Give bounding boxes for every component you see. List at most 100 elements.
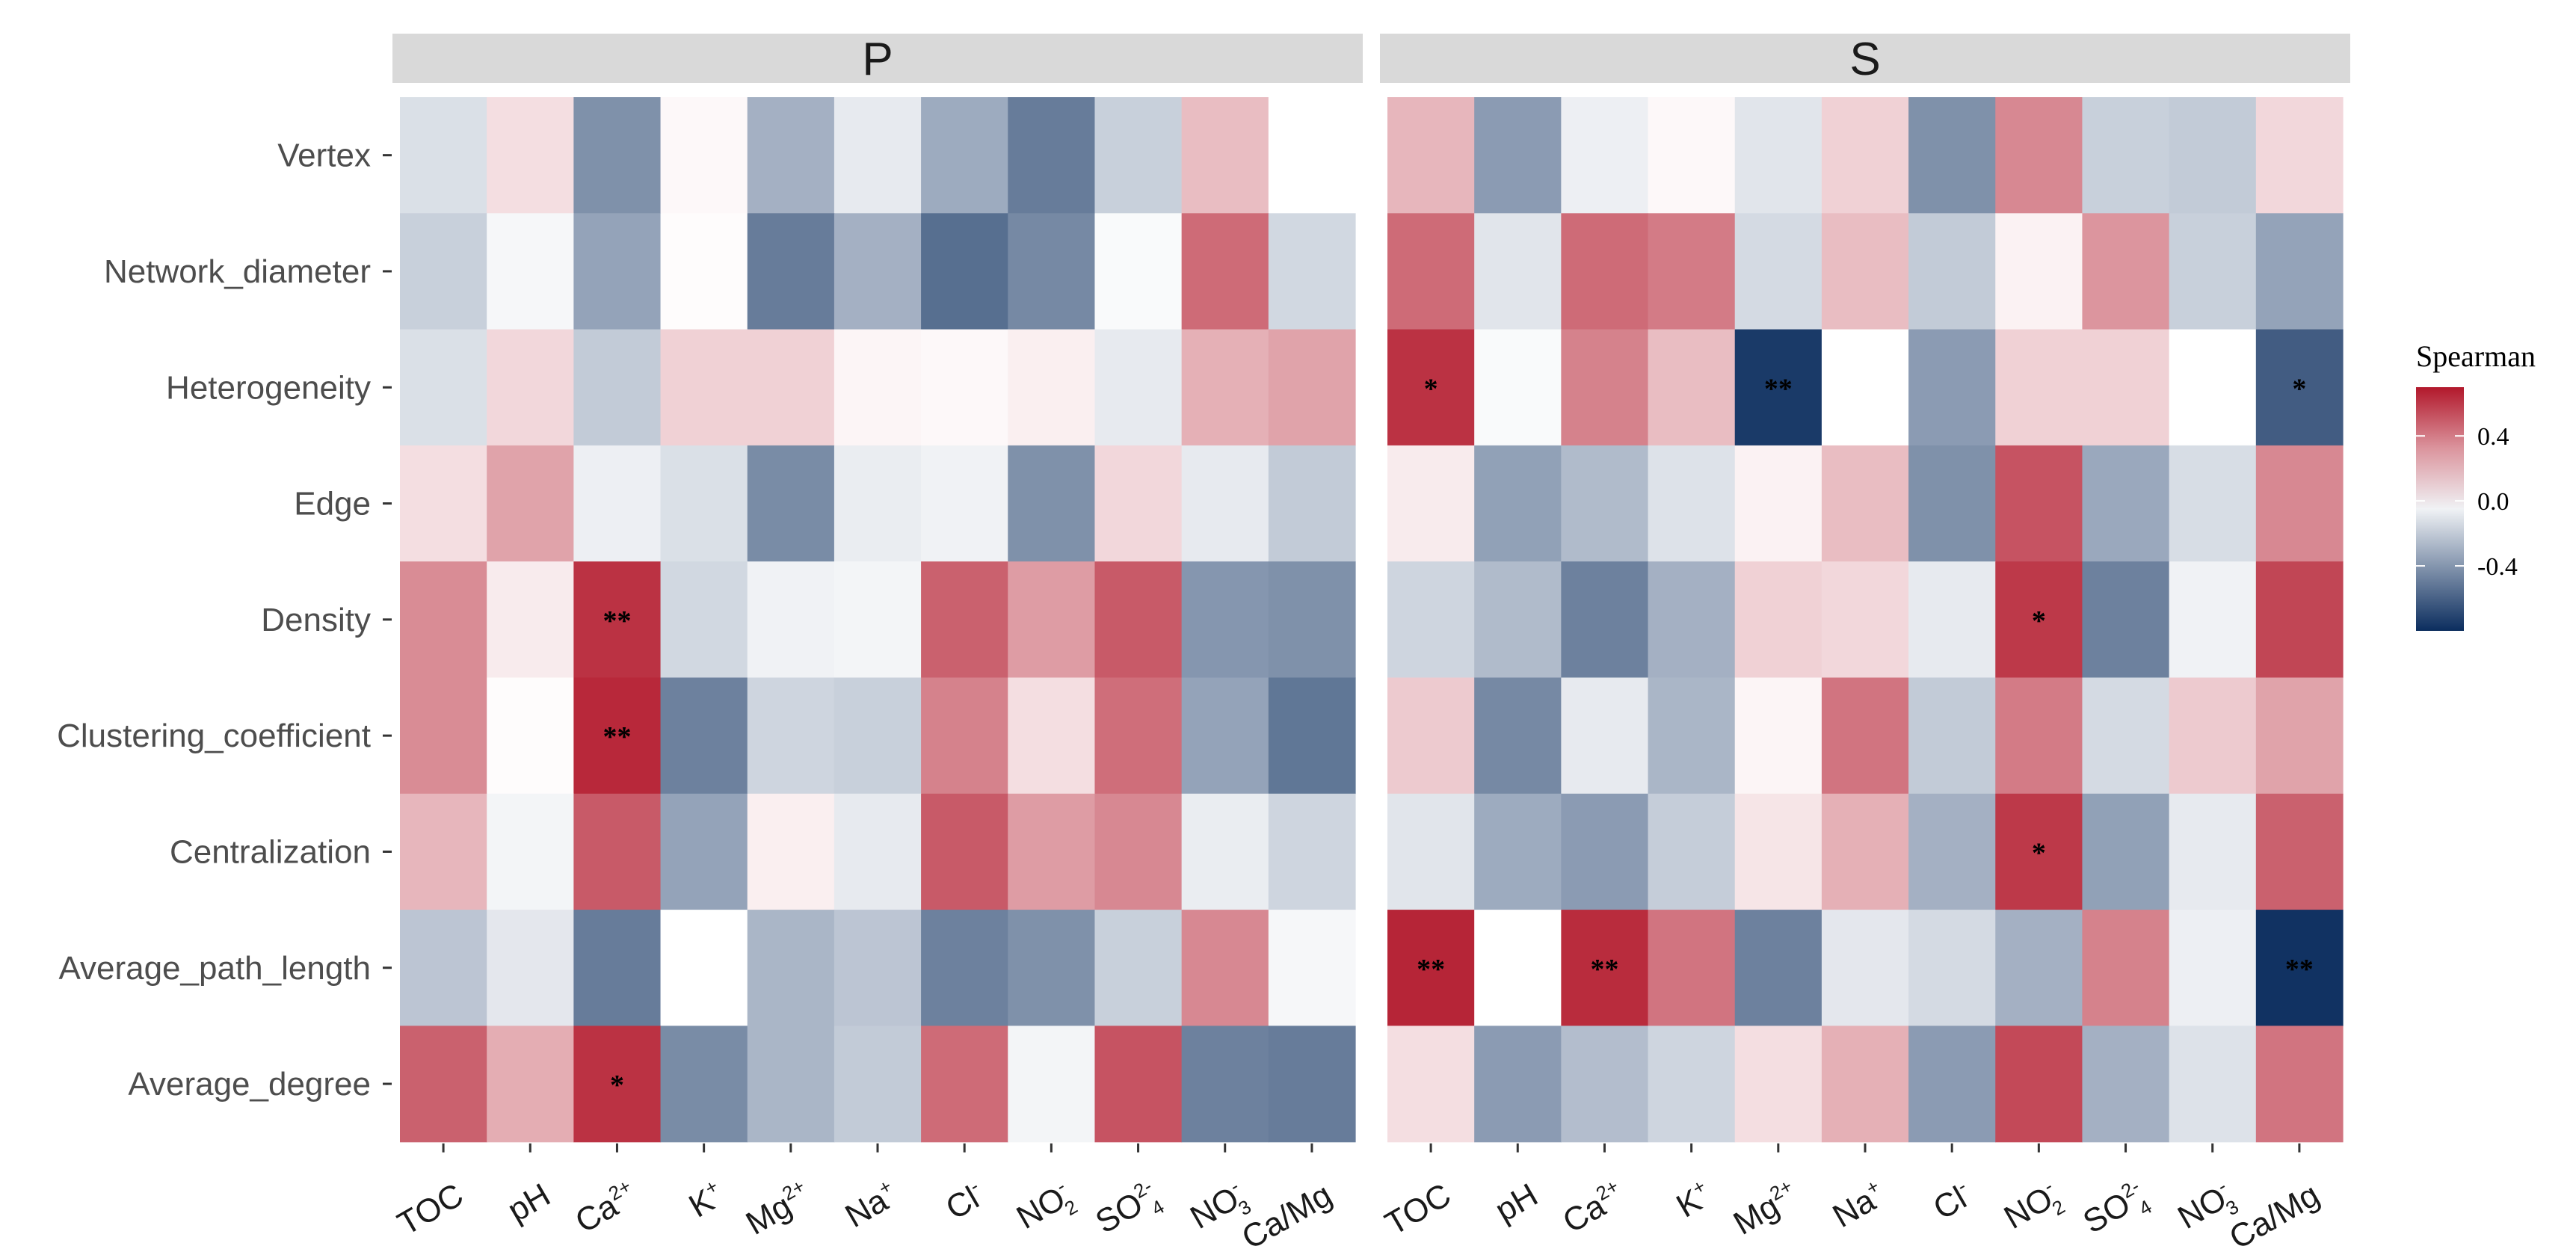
heatmap-cell: [1648, 1026, 1736, 1143]
heatmap-cell: [1995, 561, 2083, 679]
heatmap-cell: [1181, 213, 1269, 330]
heatmap-cell: [1094, 445, 1183, 562]
heatmap-cell: [1561, 677, 1649, 795]
heatmap-cell: [2169, 445, 2257, 562]
x-tick-label: Ca2+: [1556, 1174, 1630, 1240]
heatmap-cell: [747, 97, 835, 214]
heatmap-cell: [2169, 329, 2257, 446]
heatmap-cell: [660, 910, 748, 1026]
x-tick-label: K+: [1669, 1174, 1718, 1224]
heatmap-cell: [1181, 793, 1269, 910]
heatmap-cell: [833, 97, 922, 214]
significance-marker: **: [2285, 954, 2314, 985]
heatmap-cell: [2255, 1026, 2344, 1143]
heatmap-cell: [1094, 1026, 1183, 1143]
facet-label-p: P: [862, 34, 893, 85]
heatmap-cell: [747, 910, 835, 1026]
significance-markers: ****** ** ***** ** **: [603, 373, 2313, 1101]
heatmap-cell: [1561, 910, 1649, 1026]
y-tick-label: Centralization: [170, 833, 371, 870]
significance-marker: *: [2032, 605, 2046, 637]
heatmap-cell: [1474, 561, 1562, 679]
heatmap-cell: [573, 329, 662, 446]
heatmap-cell: [833, 213, 922, 330]
heatmap-cell: [1908, 97, 1996, 214]
color-legend: Spearman 0.4 0.0 -0.4: [2416, 339, 2536, 631]
heatmap-cell: [2169, 910, 2257, 1026]
heatmap-cell: [1995, 1026, 2083, 1143]
heatmap-cell: [1734, 445, 1822, 562]
heatmap-cell: [921, 677, 1008, 795]
heatmap-cell: [2082, 445, 2170, 562]
legend-title: Spearman: [2416, 339, 2536, 373]
heatmap-cell: [921, 561, 1008, 679]
heatmap-cell: [1648, 213, 1736, 330]
heatmap-cell: [1821, 677, 1909, 795]
heatmap-cell: [1995, 445, 2083, 562]
heatmap-cell: [1908, 213, 1996, 330]
heatmap-cell: [1734, 793, 1822, 910]
heatmap-cell: [2082, 793, 2170, 910]
heatmap-cell: [1268, 445, 1356, 562]
heatmap-cell: [1821, 445, 1909, 562]
heatmap-cell: [1181, 561, 1269, 679]
heatmap-cell: [1908, 677, 1996, 795]
heatmap-cell: [400, 445, 487, 562]
heatmap-cell: [1181, 329, 1269, 446]
heatmap-cell: [1648, 561, 1736, 679]
heatmap-cell: [1474, 793, 1562, 910]
heatmap-cell: [747, 1026, 835, 1143]
heatmap-cells: [400, 97, 2344, 1143]
x-tick-label: Ca2+: [568, 1174, 643, 1240]
heatmap-cell: [1908, 910, 1996, 1026]
heatmap-cell: [1734, 1026, 1822, 1143]
legend-colorbar: [2416, 387, 2464, 631]
heatmap-cell: [1387, 910, 1475, 1026]
heatmap-cell: [1821, 213, 1909, 330]
heatmap-cell: [1908, 793, 1996, 910]
heatmap-cell: [2255, 793, 2344, 910]
heatmap-cell: [660, 561, 748, 679]
heatmap-cell: [2169, 1026, 2257, 1143]
heatmap-cell: [1008, 910, 1096, 1026]
heatmap-cell: [1094, 329, 1183, 446]
heatmap-cell: [833, 910, 922, 1026]
heatmap-cell: [1008, 677, 1096, 795]
heatmap-cell: [833, 561, 922, 679]
heatmap-cell: [400, 793, 487, 910]
y-tick-label: Density: [261, 602, 371, 638]
y-tick-label: Heterogeneity: [166, 369, 371, 406]
heatmap-cell: [833, 329, 922, 446]
heatmap-cell: [747, 793, 835, 910]
heatmap-cell: [1094, 910, 1183, 1026]
heatmap-cell: [1094, 213, 1183, 330]
heatmap-cell: [1181, 97, 1269, 214]
heatmap-cell: [1908, 329, 1996, 446]
heatmap-cell: [2255, 561, 2344, 679]
heatmap-cell: [1908, 561, 1996, 679]
heatmap-cell: [1821, 910, 1909, 1026]
heatmap-cell: [660, 1026, 748, 1143]
heatmap-cell: [1648, 329, 1736, 446]
significance-marker: *: [1424, 373, 1438, 404]
heatmap-cell: [1268, 677, 1356, 795]
heatmap-cell: [747, 445, 835, 562]
heatmap-cell: [1094, 793, 1183, 910]
heatmap-cell: [1734, 213, 1822, 330]
heatmap-cell: [1008, 97, 1096, 214]
heatmap-cell: [660, 793, 748, 910]
heatmap-cell: [573, 561, 662, 679]
heatmap-cell: [487, 1026, 574, 1143]
heatmap-cell: [833, 677, 922, 795]
heatmap-cell: [833, 1026, 922, 1143]
heatmap-cell: [2255, 445, 2344, 562]
heatmap-cell: [1561, 1026, 1649, 1143]
x-tick-label: Mg2+: [1726, 1174, 1805, 1242]
heatmap-cell: [1821, 329, 1909, 446]
x-tick-label: pH: [502, 1176, 556, 1230]
heatmap-cell: [2255, 213, 2344, 330]
heatmap-cell: [487, 677, 574, 795]
heatmap-cell: [1387, 445, 1475, 562]
heatmap-cell: [1474, 1026, 1562, 1143]
y-tick-label: Edge: [294, 486, 371, 522]
